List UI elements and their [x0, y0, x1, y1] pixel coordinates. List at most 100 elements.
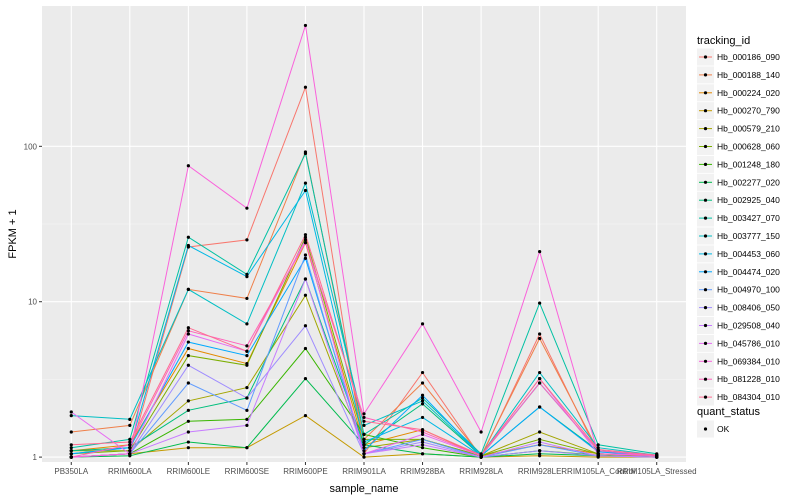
data-point: [420, 399, 425, 403]
data-point: [245, 206, 249, 210]
legend-point: [703, 252, 708, 256]
data-point: [420, 440, 425, 444]
data-point: [420, 432, 425, 436]
data-point: [186, 408, 190, 412]
data-point: [245, 238, 249, 242]
data-point: [420, 393, 425, 397]
data-point: [420, 452, 425, 456]
y-axis: 1 10 100: [24, 142, 42, 462]
data-point: [186, 326, 190, 330]
x-tick-label: RRIM928LA: [459, 467, 503, 476]
data-point: [655, 453, 659, 457]
color-legend: tracking_id Hb_000186_090 Hb_000188_140 Hb…: [697, 35, 780, 406]
data-point: [362, 446, 366, 450]
legend-point: [703, 395, 708, 399]
data-point: [69, 410, 73, 414]
data-point: [538, 250, 542, 254]
data-point: [186, 164, 190, 168]
legend-label: Hb_000579_210: [717, 124, 780, 134]
data-point: [186, 329, 190, 333]
legend-title: tracking_id: [697, 35, 750, 47]
data-point: [69, 443, 73, 447]
legend-label: Hb_004474_020: [717, 267, 780, 277]
legend-label: Hb_002277_020: [717, 177, 780, 187]
data-point: [420, 415, 425, 420]
data-point: [420, 446, 425, 450]
data-point: [69, 452, 73, 456]
data-point: [362, 449, 366, 453]
data-point: [186, 235, 190, 239]
data-point: [186, 346, 190, 351]
data-point: [245, 354, 249, 358]
data-point: [69, 430, 73, 434]
data-point: [303, 253, 308, 257]
legend-label: Hb_002925_040: [717, 195, 780, 205]
data-point: [362, 440, 366, 444]
data-point: [186, 287, 190, 292]
data-point: [128, 423, 132, 427]
data-point: [128, 417, 132, 421]
legend-label: Hb_004970_100: [717, 285, 780, 295]
data-point: [362, 443, 366, 447]
data-point: [128, 452, 132, 456]
data-point: [538, 332, 542, 336]
shape-legend-title: quant_status: [697, 406, 760, 418]
data-point: [245, 417, 249, 421]
data-point: [186, 381, 190, 385]
data-point: [303, 293, 308, 297]
legend-point: [703, 323, 708, 328]
data-point: [596, 452, 600, 456]
legend-point: [703, 73, 708, 77]
data-point: [538, 405, 542, 409]
data-point: [245, 386, 249, 390]
data-point: [69, 455, 73, 459]
x-axis-title: sample_name: [329, 483, 398, 495]
legend-label: Hb_003777_150: [717, 231, 780, 241]
x-axis: PB350LA RRIM600LA RRIM600LE RRIM600SE RRIM60…: [54, 462, 697, 476]
data-point: [303, 181, 308, 185]
legend-label: Hb_003427_070: [717, 213, 780, 223]
data-point: [538, 430, 542, 434]
data-point: [69, 446, 73, 450]
legend-point: [703, 144, 708, 149]
legend-point: [703, 288, 708, 292]
data-point: [420, 430, 425, 434]
x-tick-label: RRIM600LA: [108, 467, 152, 476]
legend-label: Hb_000270_790: [717, 106, 780, 116]
data-point: [420, 437, 425, 441]
data-point: [303, 85, 308, 89]
legend-point: [703, 180, 708, 184]
data-point: [538, 452, 542, 456]
data-point: [538, 440, 542, 444]
data-point: [186, 332, 190, 336]
data-point: [186, 363, 190, 367]
shape-legend-label: OK: [717, 424, 730, 434]
data-point: [362, 432, 366, 436]
data-point: [420, 443, 425, 447]
legend-point: [703, 306, 708, 310]
data-point: [245, 272, 249, 276]
y-tick-label: 1: [33, 453, 38, 462]
data-point: [245, 363, 249, 367]
data-point: [245, 322, 249, 326]
data-point: [128, 437, 132, 441]
x-tick-label: PB350LA: [54, 467, 88, 476]
data-point: [303, 233, 308, 237]
data-point: [362, 452, 366, 456]
data-point: [420, 322, 425, 326]
legend-point: [703, 359, 708, 363]
legend-point: [703, 162, 708, 166]
data-point: [303, 346, 308, 351]
data-point: [362, 455, 366, 459]
data-point: [186, 446, 190, 450]
data-point: [245, 349, 249, 353]
data-point: [303, 241, 308, 245]
legend-point: [703, 234, 708, 238]
legend-label: Hb_069384_010: [717, 356, 780, 366]
x-tick-label: RRIM600SE: [225, 467, 269, 476]
data-point: [186, 354, 190, 358]
data-point: [186, 440, 190, 444]
legend-label: Hb_081228_010: [717, 374, 780, 384]
legend-point: [703, 270, 708, 274]
